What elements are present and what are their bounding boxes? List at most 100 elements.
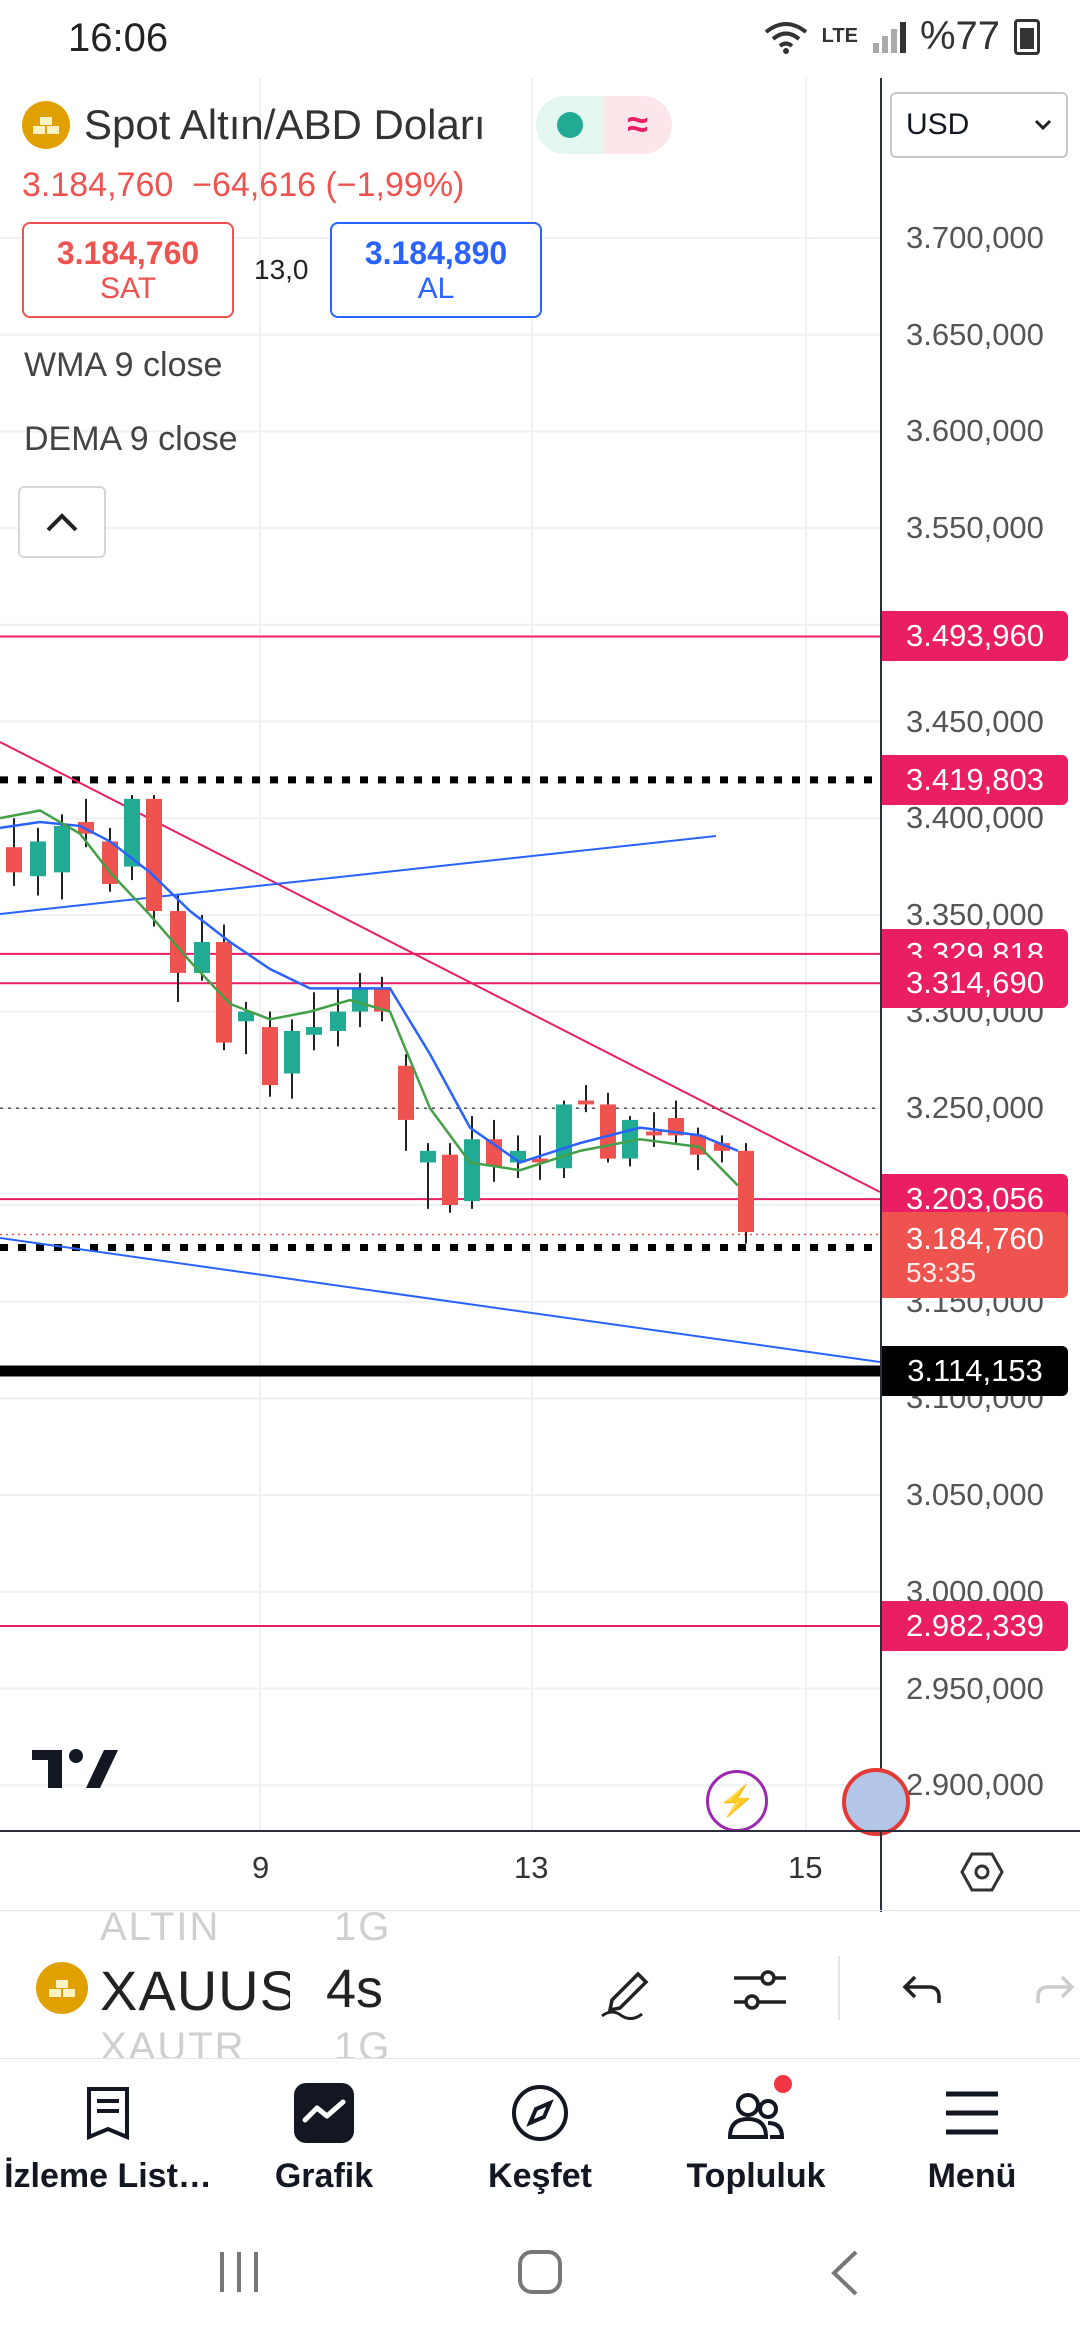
- price-tick-label: 3.400,000: [906, 800, 1044, 836]
- nav-watchlist[interactable]: İzleme List…: [0, 2081, 216, 2196]
- candle-body: [532, 1158, 548, 1163]
- tradingview-logo-icon: [32, 1746, 118, 1795]
- sell-button[interactable]: 3.184,760 SAT: [22, 222, 234, 318]
- price-tick-label: 2.900,000: [906, 1767, 1044, 1803]
- market-status-pill[interactable]: ≈: [535, 96, 672, 154]
- trend-line: [0, 1237, 880, 1363]
- wifi-icon: [764, 21, 807, 54]
- community-icon: [724, 2075, 792, 2145]
- redo-icon: [1036, 1975, 1075, 2003]
- candle-body: [510, 1150, 526, 1163]
- candle-body: [124, 798, 140, 867]
- bar-countdown: 53:35: [906, 1257, 977, 1289]
- nav-explore[interactable]: Keşfet: [432, 2081, 648, 2196]
- price-level-tag: 3.493,960: [882, 611, 1068, 662]
- time-label: 9: [252, 1850, 270, 1885]
- candle-body: [306, 1027, 322, 1035]
- price-axis[interactable]: 3.700,0003.650,0003.600,0003.550,0003.50…: [880, 78, 1080, 1830]
- buy-button[interactable]: 3.184,890 AL: [330, 222, 542, 318]
- time-label: 13: [514, 1850, 549, 1885]
- chevron-up-icon: [46, 513, 78, 532]
- candle-body: [170, 911, 186, 973]
- notification-dot: [774, 2075, 792, 2093]
- system-nav-bar: [0, 2208, 1080, 2340]
- candle-body: [262, 1027, 278, 1086]
- toolbar-separator: [838, 1956, 840, 2020]
- currency-value: USD: [906, 108, 970, 141]
- nav-chart[interactable]: Grafik: [216, 2081, 432, 2196]
- price-tick-label: 3.350,000: [906, 896, 1044, 932]
- drawing-tool-button[interactable]: [596, 1958, 660, 2022]
- indicators-button[interactable]: [728, 1958, 792, 2022]
- time-axis[interactable]: 9 13 15: [0, 1830, 880, 1912]
- candle-body: [578, 1100, 594, 1105]
- current-price-value: 3.184,760: [906, 1221, 1044, 1257]
- price-tick-label: 3.050,000: [906, 1477, 1044, 1513]
- price-tick-label: 3.700,000: [906, 220, 1044, 255]
- compass-icon: [508, 2081, 572, 2145]
- nav-label: İzleme List…: [4, 2157, 212, 2195]
- candle-body: [600, 1104, 616, 1159]
- symbol-title[interactable]: Spot Altın/ABD Doları: [84, 101, 486, 148]
- candle-body: [442, 1154, 458, 1205]
- buy-price: 3.184,890: [364, 234, 508, 271]
- indicator-dema[interactable]: DEMA 9 close: [24, 420, 238, 458]
- last-price: 3.184,760: [22, 166, 174, 204]
- gold-bars-icon: [22, 101, 70, 149]
- candlestick-chart[interactable]: [0, 78, 880, 1830]
- currency-select[interactable]: USD: [890, 92, 1068, 158]
- recents-icon[interactable]: [216, 2250, 262, 2294]
- indicator-wma[interactable]: WMA 9 close: [24, 346, 223, 384]
- candle-body: [714, 1143, 730, 1151]
- candle-body: [330, 1011, 346, 1031]
- status-icons: LTE %77: [764, 14, 1040, 59]
- candle-body: [556, 1104, 572, 1169]
- chart-settings-button[interactable]: [880, 1830, 1080, 1912]
- candle-body: [238, 1011, 254, 1022]
- price-tick-label: 3.450,000: [906, 703, 1044, 739]
- nav-community[interactable]: Topluluk: [648, 2075, 864, 2196]
- candle-body: [30, 841, 46, 877]
- sliders-icon: [734, 1970, 786, 2010]
- us-flag-icon[interactable]: [842, 1768, 910, 1836]
- symbol-search-button[interactable]: XAUUSD: [100, 1959, 290, 2022]
- price-level-tag: 3.314,690: [882, 958, 1068, 1009]
- symbol-header[interactable]: Spot Altın/ABD Doları ≈: [22, 96, 672, 154]
- collapse-legend-button[interactable]: [18, 486, 106, 558]
- candle-body: [352, 988, 368, 1012]
- battery-level: %77: [919, 14, 1000, 58]
- menu-icon: [940, 2081, 1004, 2145]
- undo-button[interactable]: [890, 1958, 954, 2022]
- price-change-line: 3.184,760 −64,616 (−1,99%): [22, 166, 464, 205]
- hexagon-settings-icon: [960, 1852, 1004, 1892]
- interval-button[interactable]: 4s: [326, 1959, 384, 2019]
- chart-area[interactable]: [0, 78, 880, 1830]
- delayed-data-icon: ≈: [603, 96, 672, 154]
- candle-body: [146, 798, 162, 912]
- network-type: LTE: [821, 25, 858, 47]
- trend-line: [0, 835, 717, 915]
- home-icon[interactable]: [516, 2248, 564, 2296]
- pencil-icon: [601, 1971, 649, 2020]
- price-tick-label: 3.650,000: [906, 316, 1044, 352]
- lightning-icon[interactable]: ⚡: [706, 1770, 768, 1832]
- redo-button[interactable]: [1030, 1958, 1080, 2022]
- nav-label: Keşfet: [488, 2157, 592, 2195]
- price-level-tag: 3.114,153: [882, 1346, 1068, 1397]
- ghost-symbol-above: ALTIN: [100, 1905, 221, 1949]
- price-level-tag: 2.982,339: [882, 1600, 1068, 1651]
- back-icon[interactable]: [826, 2248, 862, 2298]
- chart-icon: [292, 2081, 356, 2145]
- price-level-tag: 3.419,803: [882, 754, 1068, 805]
- battery-icon: [1014, 18, 1040, 55]
- time-label: 15: [788, 1850, 823, 1885]
- candle-body: [398, 1065, 414, 1120]
- candle-body: [54, 825, 70, 873]
- chevron-down-icon: [1034, 119, 1052, 131]
- current-price-tag: 3.184,760 53:35: [882, 1212, 1068, 1299]
- wma-line: [0, 820, 739, 1164]
- sell-label: SAT: [99, 271, 157, 305]
- price-tick-label: 3.600,000: [906, 413, 1044, 449]
- price-change: −64,616 (−1,99%): [192, 166, 465, 204]
- nav-menu[interactable]: Menü: [864, 2081, 1080, 2196]
